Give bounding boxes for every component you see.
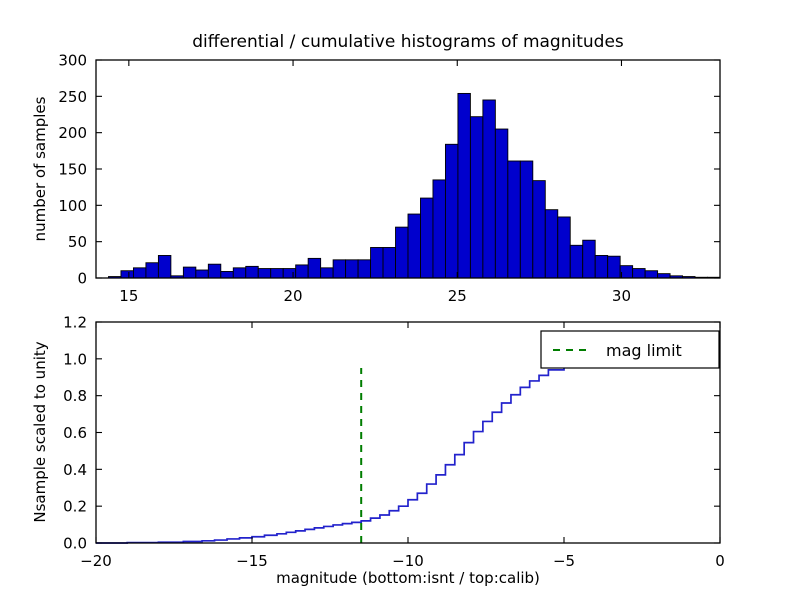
histogram-bar: [383, 247, 395, 278]
x-tick-label: −5: [553, 552, 575, 570]
histogram-bar: [408, 214, 420, 278]
histogram-bar: [371, 247, 383, 278]
histogram-bar: [508, 161, 520, 278]
histogram-bar: [396, 227, 408, 278]
histogram-bar: [458, 93, 470, 278]
histogram-bar: [258, 269, 270, 278]
x-tick-label: 15: [119, 287, 138, 305]
histogram-bar: [121, 271, 133, 278]
histogram-bar: [433, 180, 445, 278]
histogram-bar: [595, 255, 607, 278]
x-tick-label: 0: [715, 552, 725, 570]
histogram-bar: [208, 264, 220, 278]
page-title: differential / cumulative histograms of …: [192, 32, 624, 52]
histogram-bar: [296, 265, 308, 278]
y-tick-label: 1.2: [63, 314, 87, 332]
histogram-bar: [333, 260, 345, 278]
histogram-bar: [608, 256, 620, 278]
histogram-bar: [558, 217, 570, 278]
y-tick-label: 300: [58, 52, 87, 70]
x-tick-label: 25: [448, 287, 467, 305]
histogram-bar: [358, 260, 370, 278]
y-tick-label: 100: [58, 197, 87, 215]
y-tick-label: 250: [58, 88, 87, 106]
legend[interactable]: mag limit: [541, 331, 719, 368]
y-tick-label: 0.6: [63, 424, 87, 442]
histogram-bar: [233, 268, 245, 278]
histogram-bar: [583, 240, 595, 278]
x-tick-label: −15: [236, 552, 268, 570]
histogram-bar: [146, 263, 158, 278]
matplotlib-figure: differential / cumulative histograms of …: [0, 0, 800, 600]
histogram-bar: [420, 198, 432, 278]
y-tick-label: 0.2: [63, 498, 87, 516]
histogram-bar: [196, 270, 208, 278]
histogram-bar: [520, 161, 532, 278]
histogram-bar: [470, 117, 482, 278]
x-tick-label: −10: [392, 552, 424, 570]
histogram-bar: [620, 266, 632, 278]
bottom-panel-y-axis-label: Nsample scaled to unity: [31, 341, 49, 522]
histogram-bar: [495, 129, 507, 278]
x-tick-label: −20: [80, 552, 112, 570]
histogram-bar: [658, 274, 670, 278]
y-tick-label: 200: [58, 124, 87, 142]
histogram-bar: [645, 271, 657, 278]
histogram-bar: [283, 269, 295, 278]
histogram-bar: [445, 144, 457, 278]
y-tick-label: 50: [68, 233, 87, 251]
histogram-bar: [346, 260, 358, 278]
histogram-bar: [570, 245, 582, 278]
histogram-bar: [246, 266, 258, 278]
legend-label-mag-limit: mag limit: [606, 341, 682, 360]
x-tick-label: 30: [612, 287, 631, 305]
x-tick-label: 20: [284, 287, 303, 305]
histogram-bar: [271, 269, 283, 278]
histogram-bar: [533, 181, 545, 278]
histogram-bar: [133, 268, 145, 278]
histogram-bar: [308, 258, 320, 278]
histogram-bar: [321, 268, 333, 278]
histogram-bar: [545, 210, 557, 278]
histogram-bar: [158, 255, 170, 278]
y-tick-label: 0.8: [63, 387, 87, 405]
x-axis-label: magnitude (bottom:isnt / top:calib): [276, 569, 540, 587]
y-tick-label: 0.0: [63, 535, 87, 553]
y-tick-label: 1.0: [63, 350, 87, 368]
y-tick-label: 0: [77, 270, 87, 288]
histogram-bar: [221, 271, 233, 278]
y-tick-label: 150: [58, 161, 87, 179]
y-tick-label: 0.4: [63, 461, 87, 479]
top-panel-y-axis-label: number of samples: [31, 96, 49, 241]
histogram-bar: [483, 100, 495, 278]
histogram-bar: [183, 267, 195, 278]
histogram-bar: [633, 269, 645, 278]
